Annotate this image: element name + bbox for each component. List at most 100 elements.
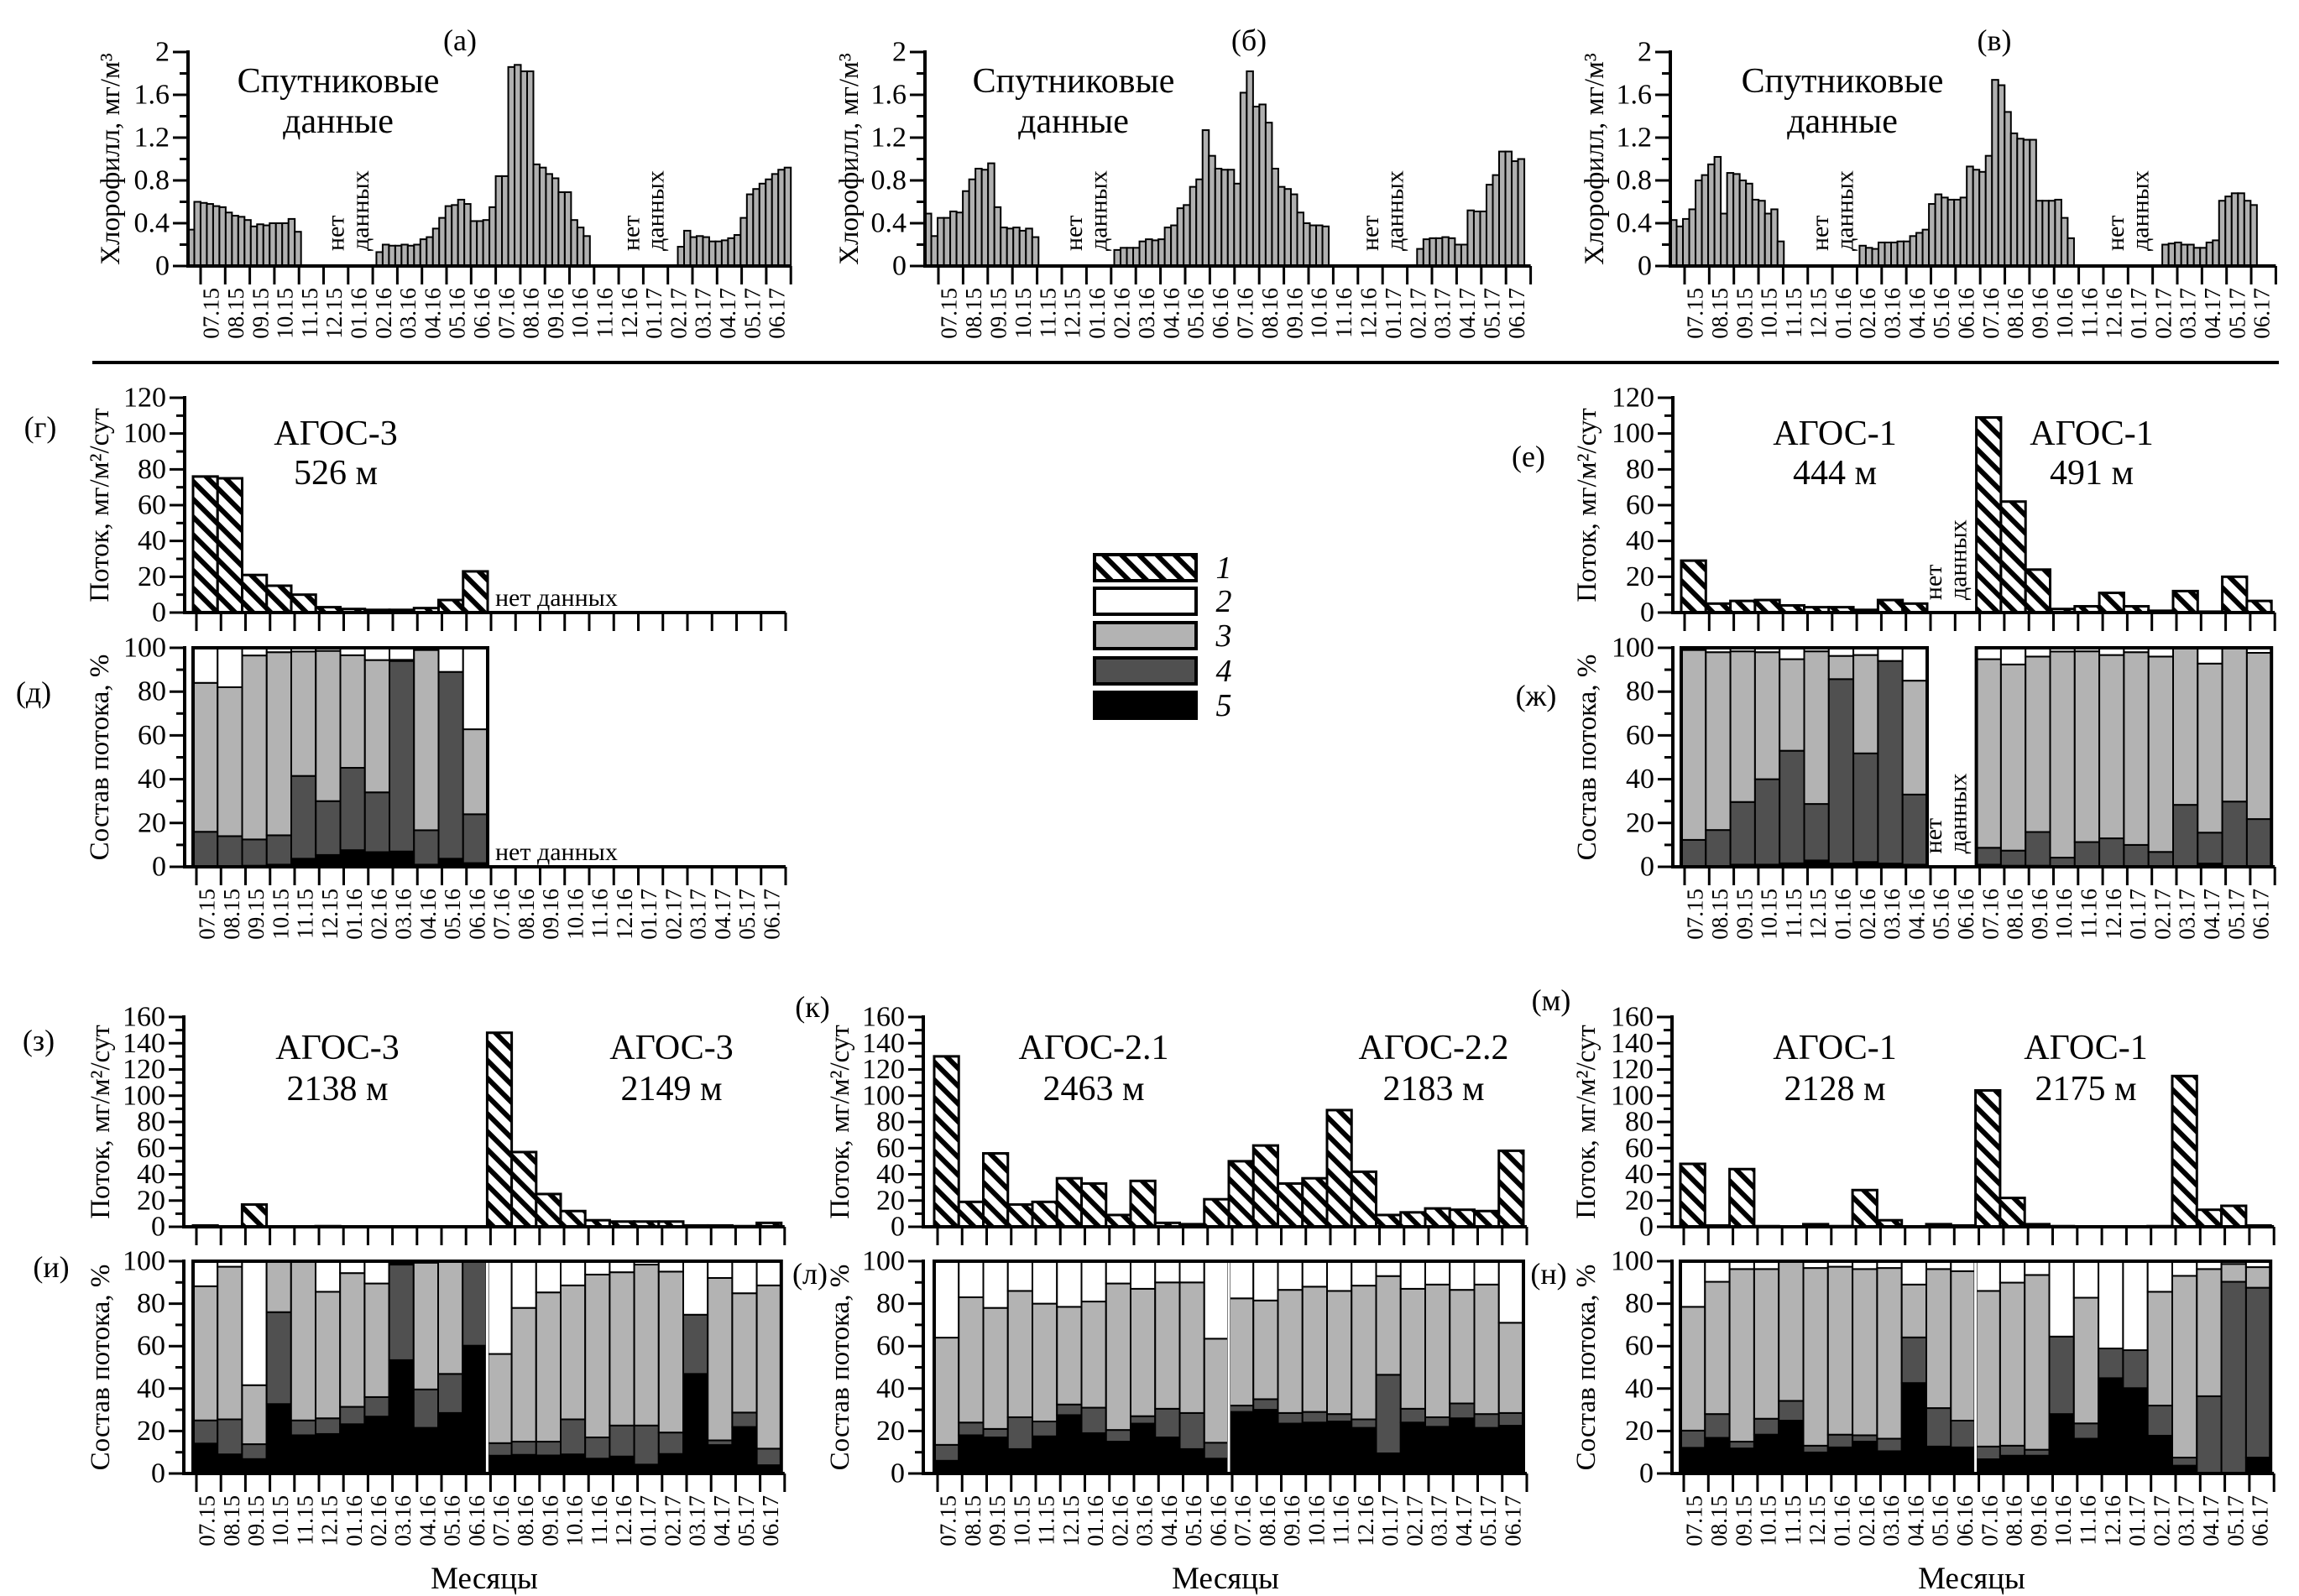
- stack-segment-5: [1006, 1447, 1033, 1475]
- x-tick-label: 03.17: [2174, 1495, 2199, 1546]
- station-label: АГОС-3: [275, 1029, 399, 1067]
- chlorophyll-bar: [224, 211, 233, 267]
- x-tick-label: 12.15: [1805, 889, 1831, 940]
- stack-segment-2: [1449, 1260, 1476, 1291]
- stack-segment-4: [1375, 1374, 1402, 1454]
- stack-segment-2: [437, 647, 464, 673]
- flux-bar: [982, 1152, 1010, 1228]
- x-tick-label: 09.15: [1732, 288, 1757, 339]
- chlorophyll-bar: [765, 178, 773, 267]
- stack-segment-4: [1006, 1416, 1033, 1450]
- stack-segment-3: [1056, 1306, 1083, 1406]
- stack-segment-5: [437, 1411, 464, 1475]
- stack-segment-5: [1032, 1435, 1058, 1474]
- chlorophyll-bar: [520, 70, 528, 267]
- chlorophyll-bar: [752, 188, 760, 267]
- stack-segment-4: [1753, 778, 1781, 866]
- stack-segment-3: [1032, 1302, 1058, 1423]
- stack-segment-5: [1974, 1458, 2001, 1475]
- stack-segment-3: [1105, 1282, 1131, 1432]
- annotation-line-1: Спутниковые: [238, 62, 440, 101]
- stack-segment-2: [192, 1260, 219, 1287]
- x-tick-label: 09.16: [2027, 889, 2052, 940]
- stack-segment-2: [584, 1260, 611, 1275]
- chlorophyll-bar: [720, 239, 729, 267]
- y-tick-label: 120: [862, 1054, 905, 1085]
- stack-segment-4: [241, 838, 268, 867]
- stack-segment-5: [1753, 1433, 1780, 1474]
- y-tick-label: 20: [1625, 1185, 1654, 1216]
- stack-segment-2: [1999, 1260, 2026, 1284]
- chlorophyll-bar: [1126, 247, 1135, 268]
- y-tick-label: 120: [1611, 1054, 1654, 1085]
- chlorophyll-bar: [482, 219, 491, 267]
- chlorophyll-bar: [993, 206, 1002, 268]
- chlorophyll-bar: [1928, 203, 1936, 267]
- stack-segment-3: [1852, 654, 1879, 754]
- stack-segment-2: [1032, 1260, 1058, 1305]
- y-tick-label: 2: [1638, 37, 1652, 68]
- stack-segment-4: [1900, 1336, 1927, 1385]
- legend-swatch-3: [1093, 621, 1198, 650]
- chlorophyll-bar: [431, 227, 441, 268]
- chlorophyll-bar: [212, 205, 221, 268]
- x-tick-label: 02.16: [366, 889, 391, 940]
- panel-label: (з): [23, 1024, 55, 1057]
- chlorophyll-bar: [2224, 196, 2233, 268]
- stack-segment-3: [192, 681, 219, 833]
- stack-segment-5: [1203, 1458, 1230, 1475]
- x-tick-label: 02.17: [660, 1495, 685, 1546]
- flux-bar: [1203, 1197, 1230, 1228]
- x-tick-label: 08.15: [219, 889, 244, 940]
- chlorophyll-bar: [406, 244, 415, 267]
- chlorophyll-bar: [1000, 227, 1008, 268]
- chlorophyll-bar: [576, 227, 585, 268]
- legend-swatch-2: [1093, 587, 1198, 616]
- x-tick-label: 04.17: [2199, 889, 2224, 940]
- no-data-label: данных: [1085, 170, 1113, 251]
- stack-segment-3: [1203, 1338, 1230, 1444]
- x-tick-label: 09.16: [2026, 1495, 2051, 1546]
- stack-segment-5: [609, 1455, 635, 1475]
- chlorophyll-bar: [739, 216, 748, 268]
- chlorophyll-bar: [727, 237, 735, 268]
- y-tick-label: 140: [862, 1028, 905, 1059]
- chlorophyll-bar: [419, 238, 428, 268]
- x-tick-label: 04.17: [1451, 1495, 1476, 1546]
- x-tick-label: 10.15: [1011, 288, 1036, 339]
- y-tick-label: 40: [876, 1373, 905, 1404]
- stack-segment-3: [958, 1296, 985, 1424]
- x-tick-label: 09.15: [243, 889, 269, 940]
- stack-segment-4: [1975, 847, 2002, 866]
- x-tick-label: 01.16: [1829, 1495, 1854, 1546]
- x-tick-label: 07.16: [1977, 1495, 2002, 1546]
- panel-label: (н): [1530, 1257, 1566, 1291]
- x-tick-label: 03.16: [1879, 889, 1905, 940]
- stack-segment-3: [1753, 1268, 1780, 1420]
- chlorophyll-bar: [2161, 243, 2170, 267]
- stack-segment-4: [1154, 1407, 1181, 1438]
- stack-segment-3: [217, 1265, 243, 1421]
- chlorophyll-bar: [783, 166, 792, 267]
- y-tick-label: 20: [1625, 1416, 1654, 1447]
- y-axis-title: Хлорофилл, мг/м³: [834, 53, 865, 265]
- x-tick-label: 11.15: [1781, 889, 1806, 939]
- stack-segment-5: [1449, 1417, 1476, 1474]
- chlorophyll-bar: [551, 177, 560, 267]
- x-tick-label: 09.15: [243, 1495, 269, 1546]
- stack-segment-5: [584, 1458, 611, 1475]
- y-tick-label: 0: [891, 1212, 905, 1243]
- stack-segment-2: [1779, 647, 1805, 660]
- panel-flux-chart: (г) Поток, мг/м²/сут 0 20 40 60 80 100 120 АГОС-3…: [24, 383, 787, 631]
- stack-segment-5: [2146, 1434, 2173, 1474]
- stack-segment-2: [1130, 1260, 1157, 1290]
- stack-segment-5: [1080, 1432, 1107, 1475]
- y-tick-label: 0: [152, 597, 166, 628]
- chlorophyll-bar: [1511, 160, 1519, 267]
- x-tick-label: 05.16: [445, 288, 470, 339]
- stack-segment-3: [1876, 1267, 1903, 1440]
- y-tick-label: 60: [1626, 490, 1654, 521]
- x-tick-label: 12.16: [611, 1495, 636, 1546]
